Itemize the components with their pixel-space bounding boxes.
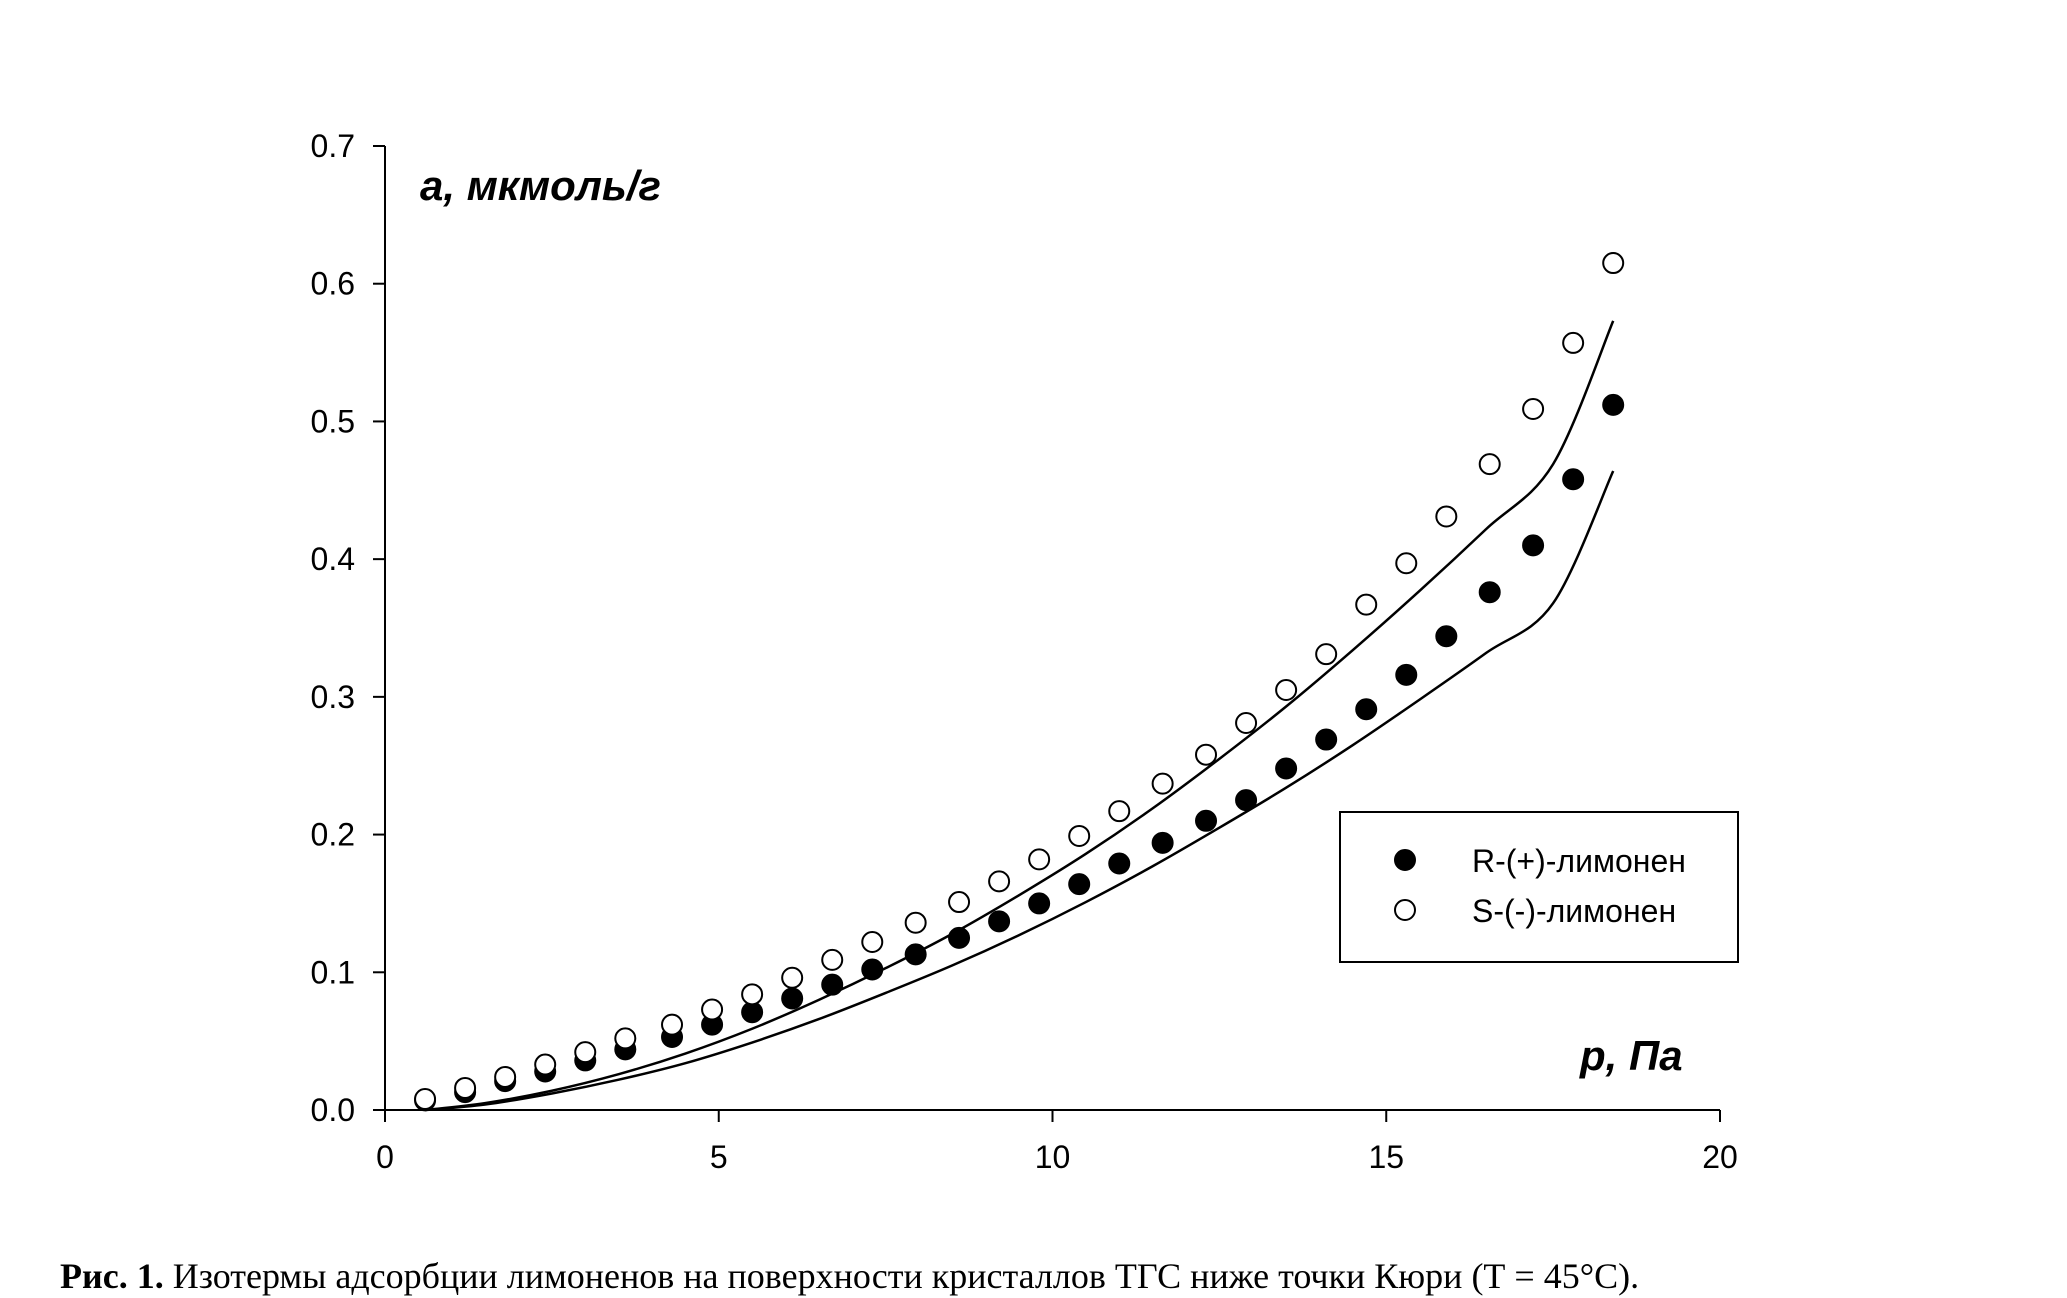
point-r-limonene <box>821 973 844 996</box>
fit-curve <box>424 470 1615 1112</box>
point-s-limonene <box>661 1013 684 1036</box>
point-s-limonene <box>1355 593 1378 616</box>
y-tick-label: 0.3 <box>311 679 355 715</box>
legend-label-r: R-(+)-лимонен <box>1472 843 1686 879</box>
x-tick-label: 20 <box>1702 1139 1738 1175</box>
y-tick-label: 0.0 <box>311 1092 355 1128</box>
point-r-limonene <box>1355 698 1378 721</box>
point-s-limonene <box>1275 678 1298 701</box>
y-tick-label: 0.7 <box>311 128 355 164</box>
legend-box <box>1339 811 1739 963</box>
point-s-limonene <box>1151 772 1174 795</box>
data-points <box>414 252 1625 1112</box>
y-tick-label: 0.5 <box>311 403 355 439</box>
point-s-limonene <box>821 948 844 971</box>
caption-label: Рис. 1. <box>60 1256 164 1296</box>
point-s-limonene <box>904 911 927 934</box>
fit-curves <box>424 320 1615 1112</box>
point-s-limonene <box>1522 398 1545 421</box>
x-axis-title: p, Па <box>1579 1032 1683 1079</box>
x-tick-label: 0 <box>376 1139 394 1175</box>
point-r-limonene <box>1108 852 1131 875</box>
point-r-limonene <box>1068 873 1091 896</box>
legend-marker-s <box>1394 899 1416 921</box>
fit-curve <box>424 320 1615 1112</box>
point-r-limonene <box>988 910 1011 933</box>
point-s-limonene <box>988 870 1011 893</box>
figure-caption: Рис. 1. Изотермы адсорбции лимоненов на … <box>60 1258 1639 1294</box>
point-r-limonene <box>1522 534 1545 557</box>
point-s-limonene <box>1068 824 1091 847</box>
caption-text: Изотермы адсорбции лимоненов на поверхно… <box>172 1256 1640 1296</box>
point-r-limonene <box>1315 728 1338 751</box>
point-r-limonene <box>1602 393 1625 416</box>
point-r-limonene <box>1395 663 1418 686</box>
point-s-limonene <box>414 1087 437 1110</box>
point-s-limonene <box>1435 505 1458 528</box>
point-s-limonene <box>1478 453 1501 476</box>
point-r-limonene <box>904 943 927 966</box>
point-r-limonene <box>948 926 971 949</box>
point-r-limonene <box>1028 892 1051 915</box>
x-tick-label: 10 <box>1035 1139 1071 1175</box>
point-r-limonene <box>1275 757 1298 780</box>
point-s-limonene <box>574 1041 597 1064</box>
y-tick-label: 0.2 <box>311 817 355 853</box>
point-s-limonene <box>494 1065 517 1088</box>
point-r-limonene <box>781 987 804 1010</box>
point-r-limonene <box>1562 468 1585 491</box>
point-s-limonene <box>1195 743 1218 766</box>
point-s-limonene <box>534 1053 557 1076</box>
point-r-limonene <box>1478 581 1501 604</box>
legend-marker-r <box>1394 849 1416 871</box>
point-s-limonene <box>741 983 764 1006</box>
axes: 0.0 0.1 0.2 0.3 0.4 0.5 0.6 0.7 0 5 10 15 20 <box>311 128 1738 1175</box>
y-tick-label: 0.4 <box>311 541 355 577</box>
y-tick-label: 0.1 <box>311 954 355 990</box>
point-r-limonene <box>1151 831 1174 854</box>
point-s-limonene <box>861 930 884 953</box>
point-r-limonene <box>1235 789 1258 812</box>
point-s-limonene <box>1562 331 1585 354</box>
point-s-limonene <box>948 891 971 914</box>
point-r-limonene <box>861 958 884 981</box>
point-s-limonene <box>1315 643 1338 666</box>
point-s-limonene <box>1602 252 1625 275</box>
point-s-limonene <box>1235 712 1258 735</box>
point-r-limonene <box>1435 625 1458 648</box>
point-s-limonene <box>1108 800 1131 823</box>
legend: R-(+)-лимонен S-(-)-лимонен <box>1339 811 1739 963</box>
point-s-limonene <box>614 1027 637 1050</box>
point-s-limonene <box>781 966 804 989</box>
x-tick-label: 15 <box>1368 1139 1404 1175</box>
legend-label-s: S-(-)-лимонен <box>1472 893 1676 929</box>
x-tick-label: 5 <box>710 1139 728 1175</box>
point-s-limonene <box>1395 552 1418 575</box>
point-s-limonene <box>701 998 724 1021</box>
point-s-limonene <box>1028 848 1051 871</box>
y-tick-label: 0.6 <box>311 266 355 302</box>
point-s-limonene <box>454 1076 477 1099</box>
point-r-limonene <box>1195 809 1218 832</box>
y-axis-title: a, мкмоль/г <box>420 162 661 209</box>
